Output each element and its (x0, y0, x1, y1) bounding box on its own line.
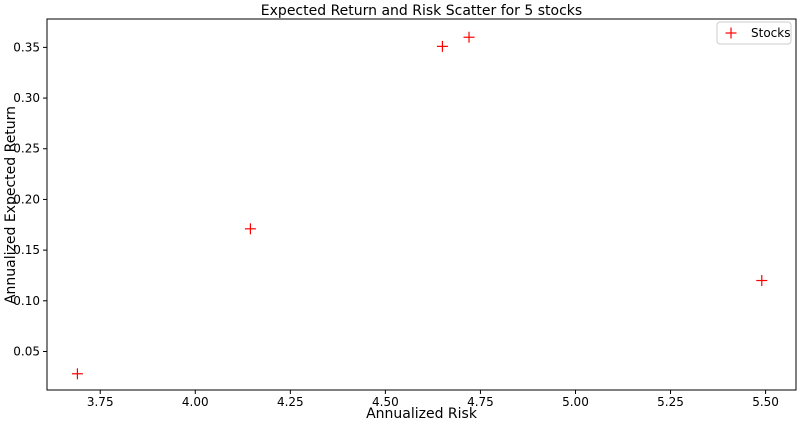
x-tick-label: 4.25 (277, 395, 304, 409)
legend-marker-plus (725, 27, 737, 39)
x-tick-label: 4.50 (372, 395, 399, 409)
y-axis-label: Annualized Expected Return (3, 106, 19, 304)
x-axis-label: Annualized Risk (366, 406, 478, 422)
y-tick-label: 0.05 (13, 344, 40, 358)
x-tick-label: 4.75 (467, 395, 494, 409)
plot-frame (46, 18, 797, 391)
plot-area: 3.75 4.00 4.25 4.50 4.75 5.00 5.25 5.50 0.05 0.10… (13, 18, 797, 409)
data-point-marker (436, 40, 448, 52)
legend-label-stocks: Stocks (751, 26, 790, 40)
data-point-marker (244, 223, 256, 235)
y-tick-label: 0.15 (13, 243, 40, 257)
y-tick-label: 0.20 (13, 192, 40, 206)
data-point-marker (463, 31, 475, 43)
x-tick-label: 5.50 (752, 395, 779, 409)
data-point-marker (756, 275, 768, 287)
y-tick-label: 0.30 (13, 91, 40, 105)
y-tick-label: 0.10 (13, 294, 40, 308)
x-tick-label: 5.00 (562, 395, 589, 409)
legend: Stocks (716, 21, 792, 45)
x-tick-label: 4.00 (182, 395, 209, 409)
x-tick-label: 3.75 (87, 395, 114, 409)
y-tick-label: 0.35 (13, 40, 40, 54)
y-tick-label: 0.25 (13, 142, 40, 156)
chart-title: Expected Return and Risk Scatter for 5 s… (261, 3, 582, 19)
x-tick-label: 5.25 (657, 395, 684, 409)
data-point-marker (71, 368, 83, 380)
legend-box (716, 21, 792, 45)
